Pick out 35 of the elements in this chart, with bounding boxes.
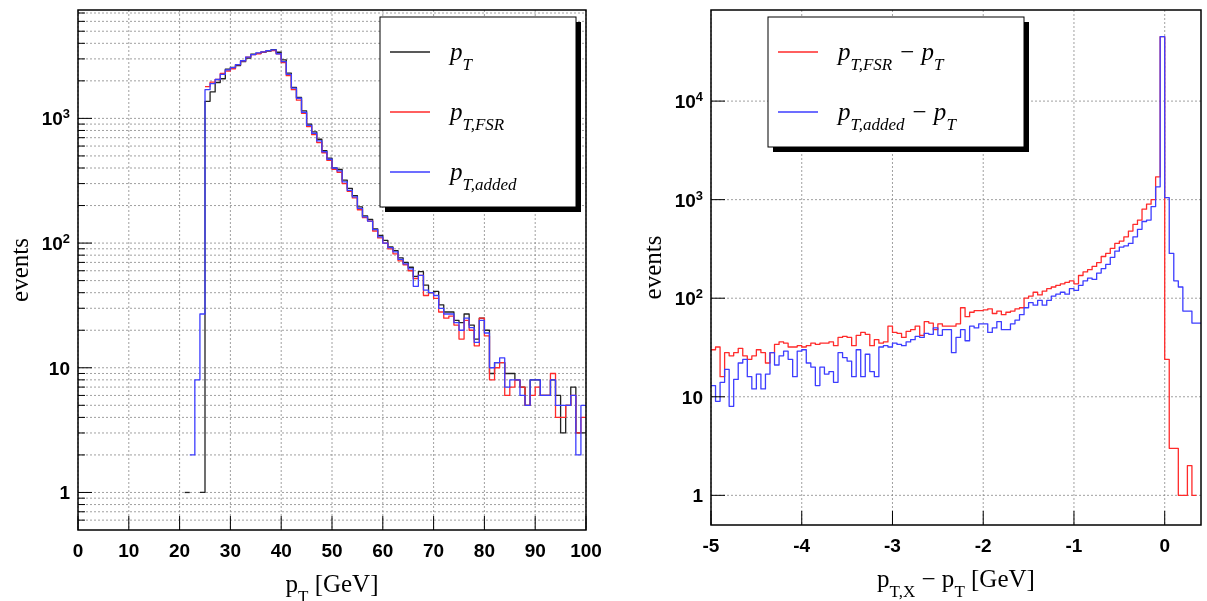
x-axis-title: p$_{T,X}$ − p$_{T}$ [GeV] <box>877 565 1035 601</box>
x-tick-label: 30 <box>219 540 241 561</box>
x-tick-label: 80 <box>473 540 495 561</box>
x-tick-label: 10 <box>118 540 140 561</box>
y-tick-label: 10$^{3}$ <box>41 105 70 130</box>
x-tick-label: 90 <box>524 540 546 561</box>
legend-label: p$_{T,FSR}$ − p$_{T}$ <box>836 38 946 74</box>
legend-label: p$_{T,FSR}$ <box>448 98 505 134</box>
x-tick-label: -4 <box>793 535 811 556</box>
legend-label: p$_{T}$ <box>448 38 474 74</box>
x-tick-label: 50 <box>321 540 343 561</box>
y-tick-label: 10$^{4}$ <box>674 88 704 113</box>
y-tick-label: 10 <box>48 357 70 379</box>
y-tick-label: 10$^{2}$ <box>674 285 703 310</box>
x-tick-label: 0 <box>72 540 84 561</box>
x-tick-label: 100 <box>570 540 602 561</box>
x-tick-label: 60 <box>372 540 394 561</box>
x-tick-label: 40 <box>270 540 292 561</box>
x-axis-title: p$_{T}$ [GeV] <box>285 570 379 601</box>
y-tick-label: 10$^{2}$ <box>41 230 70 255</box>
y-axis-title: events <box>639 235 666 300</box>
y-tick-label: 1 <box>59 482 71 504</box>
legend-label: p$_{T,added}$ − p$_{T}$ <box>836 98 958 134</box>
x-tick-label: 0 <box>1159 535 1170 556</box>
x-tick-label: -3 <box>884 535 901 556</box>
x-tick-label: 70 <box>423 540 445 561</box>
legend-label: p$_{T,added}$ <box>448 158 517 194</box>
x-tick-label: -2 <box>974 535 992 556</box>
x-tick-label: -1 <box>1065 535 1083 556</box>
y-tick-label: 10 <box>681 386 703 408</box>
x-tick-label: -5 <box>702 535 720 556</box>
y-axis-title: events <box>6 238 33 302</box>
y-tick-label: 1 <box>692 485 704 507</box>
y-tick-label: 10$^{3}$ <box>674 187 703 211</box>
x-tick-label: 20 <box>169 540 191 561</box>
